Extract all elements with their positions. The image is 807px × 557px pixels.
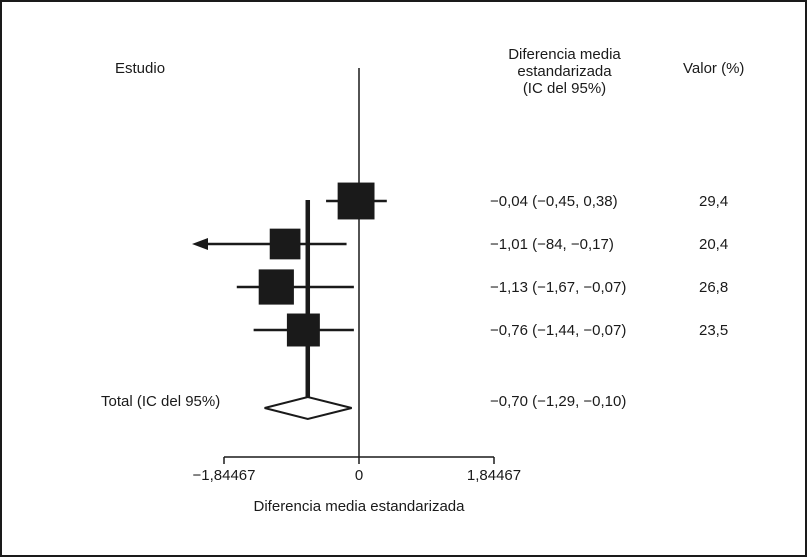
x-tick-label: −1,84467 [192, 467, 256, 484]
column-header-value: Valor (%) [683, 60, 745, 77]
study-ci-text: −0,04 (−0,45, 0,38) [490, 193, 618, 210]
x-tick-label: 1,84467 [466, 467, 522, 484]
total-row-label: Total (IC del 95%) [101, 393, 221, 410]
study-square [269, 228, 301, 260]
study-ci-text: −1,13 (−1,67, −0,07) [490, 279, 627, 296]
study-square [286, 313, 320, 347]
x-tick-label: 0 [354, 467, 364, 484]
ci-arrow-left [192, 238, 208, 250]
study-ci-text: −1,01 (−84, −0,17) [490, 236, 614, 253]
column-header-effect: Diferencia media estandarizada (IC del 9… [508, 46, 621, 97]
study-weight-text: 29,4 [699, 193, 729, 210]
study-weight-text: 23,5 [699, 322, 729, 339]
study-square [258, 269, 294, 305]
x-axis-title: Diferencia media estandarizada [253, 498, 465, 515]
total-ci-text: −0,70 (−1,29, −0,10) [490, 393, 627, 410]
study-square [337, 182, 375, 220]
study-weight-text: 26,8 [699, 279, 729, 296]
column-header-study: Estudio [115, 60, 166, 77]
study-weight-text: 20,4 [699, 236, 729, 253]
total-diamond [264, 395, 352, 421]
study-ci-text: −0,76 (−1,44, −0,07) [490, 322, 627, 339]
